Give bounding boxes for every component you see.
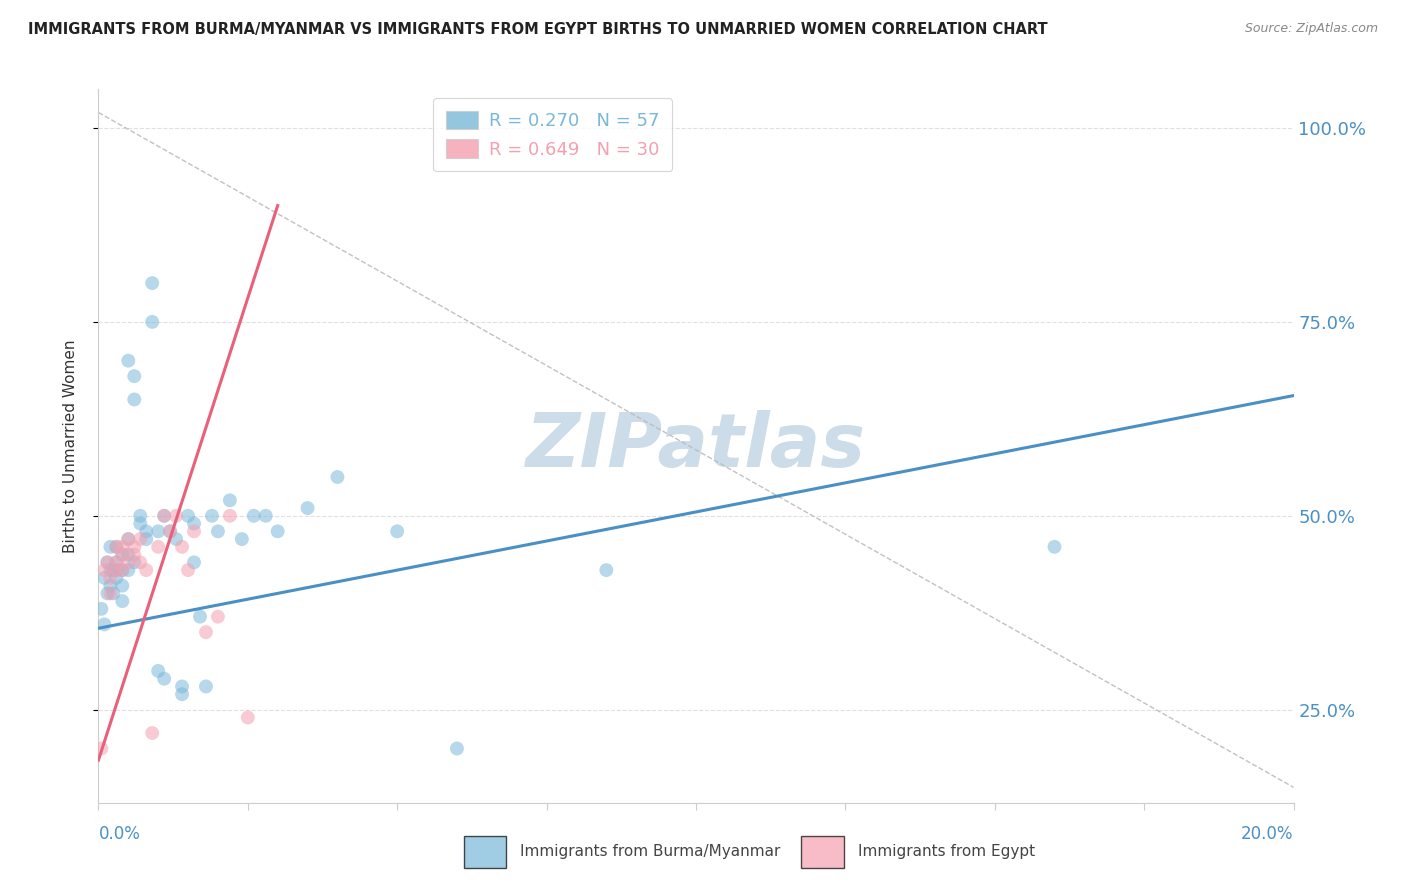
- Text: 20.0%: 20.0%: [1241, 825, 1294, 843]
- Point: [195, 625, 218, 640]
- Point: [243, 508, 266, 523]
- Point: [153, 508, 176, 523]
- Point: [117, 548, 139, 562]
- Point: [117, 532, 139, 546]
- Point: [153, 672, 176, 686]
- Point: [93, 563, 115, 577]
- Point: [135, 524, 157, 539]
- Point: [172, 540, 194, 554]
- Point: [117, 532, 139, 546]
- Point: [117, 563, 139, 577]
- Point: [93, 571, 115, 585]
- Point: [141, 315, 163, 329]
- Point: [111, 579, 134, 593]
- Point: [1043, 540, 1066, 554]
- Point: [177, 563, 200, 577]
- Point: [207, 609, 229, 624]
- Point: [124, 555, 146, 569]
- Point: [135, 532, 157, 546]
- Point: [141, 276, 163, 290]
- Point: [111, 540, 134, 554]
- Point: [100, 579, 122, 593]
- Point: [111, 594, 134, 608]
- Point: [172, 687, 194, 701]
- Point: [93, 617, 115, 632]
- Point: [124, 369, 146, 384]
- Point: [159, 524, 181, 539]
- Point: [111, 563, 134, 577]
- Point: [96, 555, 118, 569]
- Point: [111, 548, 134, 562]
- Point: [236, 710, 259, 724]
- Point: [100, 563, 122, 577]
- Point: [297, 501, 319, 516]
- Text: ZIPatlas: ZIPatlas: [526, 409, 866, 483]
- Point: [172, 680, 194, 694]
- Y-axis label: Births to Unmarried Women: Births to Unmarried Women: [63, 339, 77, 553]
- Point: [105, 563, 128, 577]
- Point: [207, 524, 229, 539]
- Point: [135, 563, 157, 577]
- Point: [105, 563, 128, 577]
- Point: [100, 540, 122, 554]
- Point: [267, 524, 290, 539]
- Legend: R = 0.270   N = 57, R = 0.649   N = 30: R = 0.270 N = 57, R = 0.649 N = 30: [433, 98, 672, 171]
- Point: [103, 586, 125, 600]
- Point: [165, 532, 187, 546]
- Point: [129, 532, 152, 546]
- Point: [148, 524, 170, 539]
- Point: [446, 741, 468, 756]
- Point: [165, 508, 187, 523]
- Point: [105, 540, 128, 554]
- Point: [96, 555, 118, 569]
- Point: [183, 516, 205, 531]
- Text: 0.0%: 0.0%: [98, 825, 141, 843]
- FancyBboxPatch shape: [464, 836, 506, 868]
- Point: [129, 508, 152, 523]
- Point: [124, 540, 146, 554]
- Point: [111, 548, 134, 562]
- Point: [219, 508, 242, 523]
- Text: Immigrants from Egypt: Immigrants from Egypt: [858, 845, 1035, 859]
- Point: [105, 540, 128, 554]
- Point: [148, 664, 170, 678]
- Point: [105, 571, 128, 585]
- Point: [148, 540, 170, 554]
- Point: [595, 563, 617, 577]
- Point: [326, 470, 349, 484]
- Point: [117, 353, 139, 368]
- Point: [153, 508, 176, 523]
- Point: [103, 563, 125, 577]
- Point: [183, 524, 205, 539]
- Point: [105, 555, 128, 569]
- Text: IMMIGRANTS FROM BURMA/MYANMAR VS IMMIGRANTS FROM EGYPT BIRTHS TO UNMARRIED WOMEN: IMMIGRANTS FROM BURMA/MYANMAR VS IMMIGRA…: [28, 22, 1047, 37]
- Point: [100, 586, 122, 600]
- Point: [219, 493, 242, 508]
- Point: [183, 555, 205, 569]
- Point: [100, 571, 122, 585]
- Point: [201, 508, 224, 523]
- Point: [129, 516, 152, 531]
- Point: [124, 548, 146, 562]
- Point: [385, 524, 409, 539]
- Point: [141, 726, 163, 740]
- Point: [195, 680, 218, 694]
- Point: [105, 555, 128, 569]
- FancyBboxPatch shape: [801, 836, 844, 868]
- Point: [129, 555, 152, 569]
- Point: [188, 609, 211, 624]
- Point: [111, 563, 134, 577]
- Text: Source: ZipAtlas.com: Source: ZipAtlas.com: [1244, 22, 1378, 36]
- Text: Immigrants from Burma/Myanmar: Immigrants from Burma/Myanmar: [520, 845, 780, 859]
- Point: [90, 741, 112, 756]
- Point: [96, 586, 118, 600]
- Point: [231, 532, 253, 546]
- Point: [117, 555, 139, 569]
- Point: [177, 508, 200, 523]
- Point: [124, 392, 146, 407]
- Point: [254, 508, 277, 523]
- Point: [159, 524, 181, 539]
- Point: [90, 602, 112, 616]
